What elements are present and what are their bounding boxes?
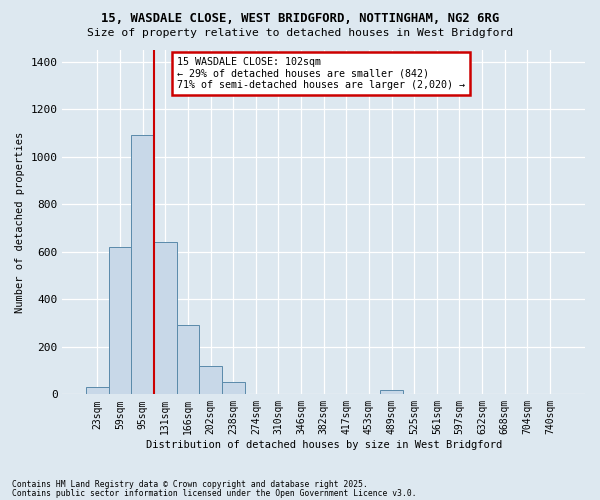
Text: 15, WASDALE CLOSE, WEST BRIDGFORD, NOTTINGHAM, NG2 6RG: 15, WASDALE CLOSE, WEST BRIDGFORD, NOTTI… [101, 12, 499, 26]
Text: Contains public sector information licensed under the Open Government Licence v3: Contains public sector information licen… [12, 490, 416, 498]
Bar [131, 136, 154, 394]
Bar [222, 382, 245, 394]
Bar [86, 387, 109, 394]
Text: Size of property relative to detached houses in West Bridgford: Size of property relative to detached ho… [87, 28, 513, 38]
Bar [154, 242, 176, 394]
Bar [109, 247, 131, 394]
Y-axis label: Number of detached properties: Number of detached properties [15, 132, 25, 313]
Bar [199, 366, 222, 394]
Bar [176, 326, 199, 394]
X-axis label: Distribution of detached houses by size in West Bridgford: Distribution of detached houses by size … [146, 440, 502, 450]
Text: 15 WASDALE CLOSE: 102sqm
← 29% of detached houses are smaller (842)
71% of semi-: 15 WASDALE CLOSE: 102sqm ← 29% of detach… [176, 57, 464, 90]
Text: Contains HM Land Registry data © Crown copyright and database right 2025.: Contains HM Land Registry data © Crown c… [12, 480, 368, 489]
Bar [380, 390, 403, 394]
